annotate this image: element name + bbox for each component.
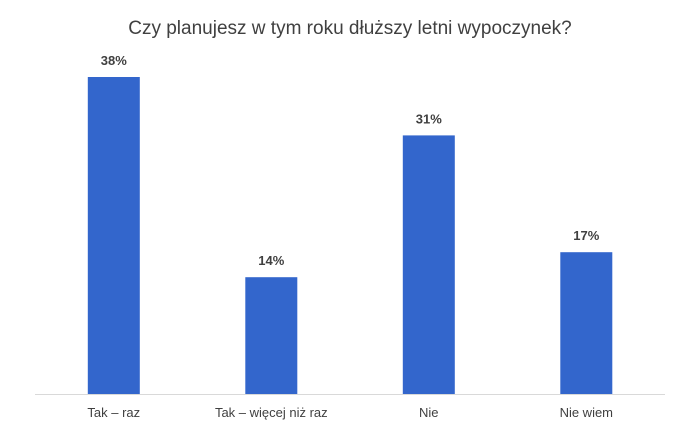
chart-title: Czy planujesz w tym roku dłuższy letni w… <box>128 18 572 39</box>
category-label: Tak – raz <box>87 405 140 420</box>
bar <box>245 277 298 394</box>
data-label: 17% <box>573 228 599 243</box>
category-label: Nie <box>419 405 439 420</box>
category-label: Nie wiem <box>560 405 613 420</box>
data-label: 14% <box>258 253 284 268</box>
bar <box>87 77 140 394</box>
bar <box>560 252 613 394</box>
data-label: 38% <box>101 53 127 68</box>
data-label: 31% <box>416 111 442 126</box>
category-label: Tak – więcej niż raz <box>215 405 328 420</box>
plot-area: 38% Tak – raz 14% Tak – więcej niż raz 31% Ni… <box>35 53 665 420</box>
bar <box>402 135 455 394</box>
